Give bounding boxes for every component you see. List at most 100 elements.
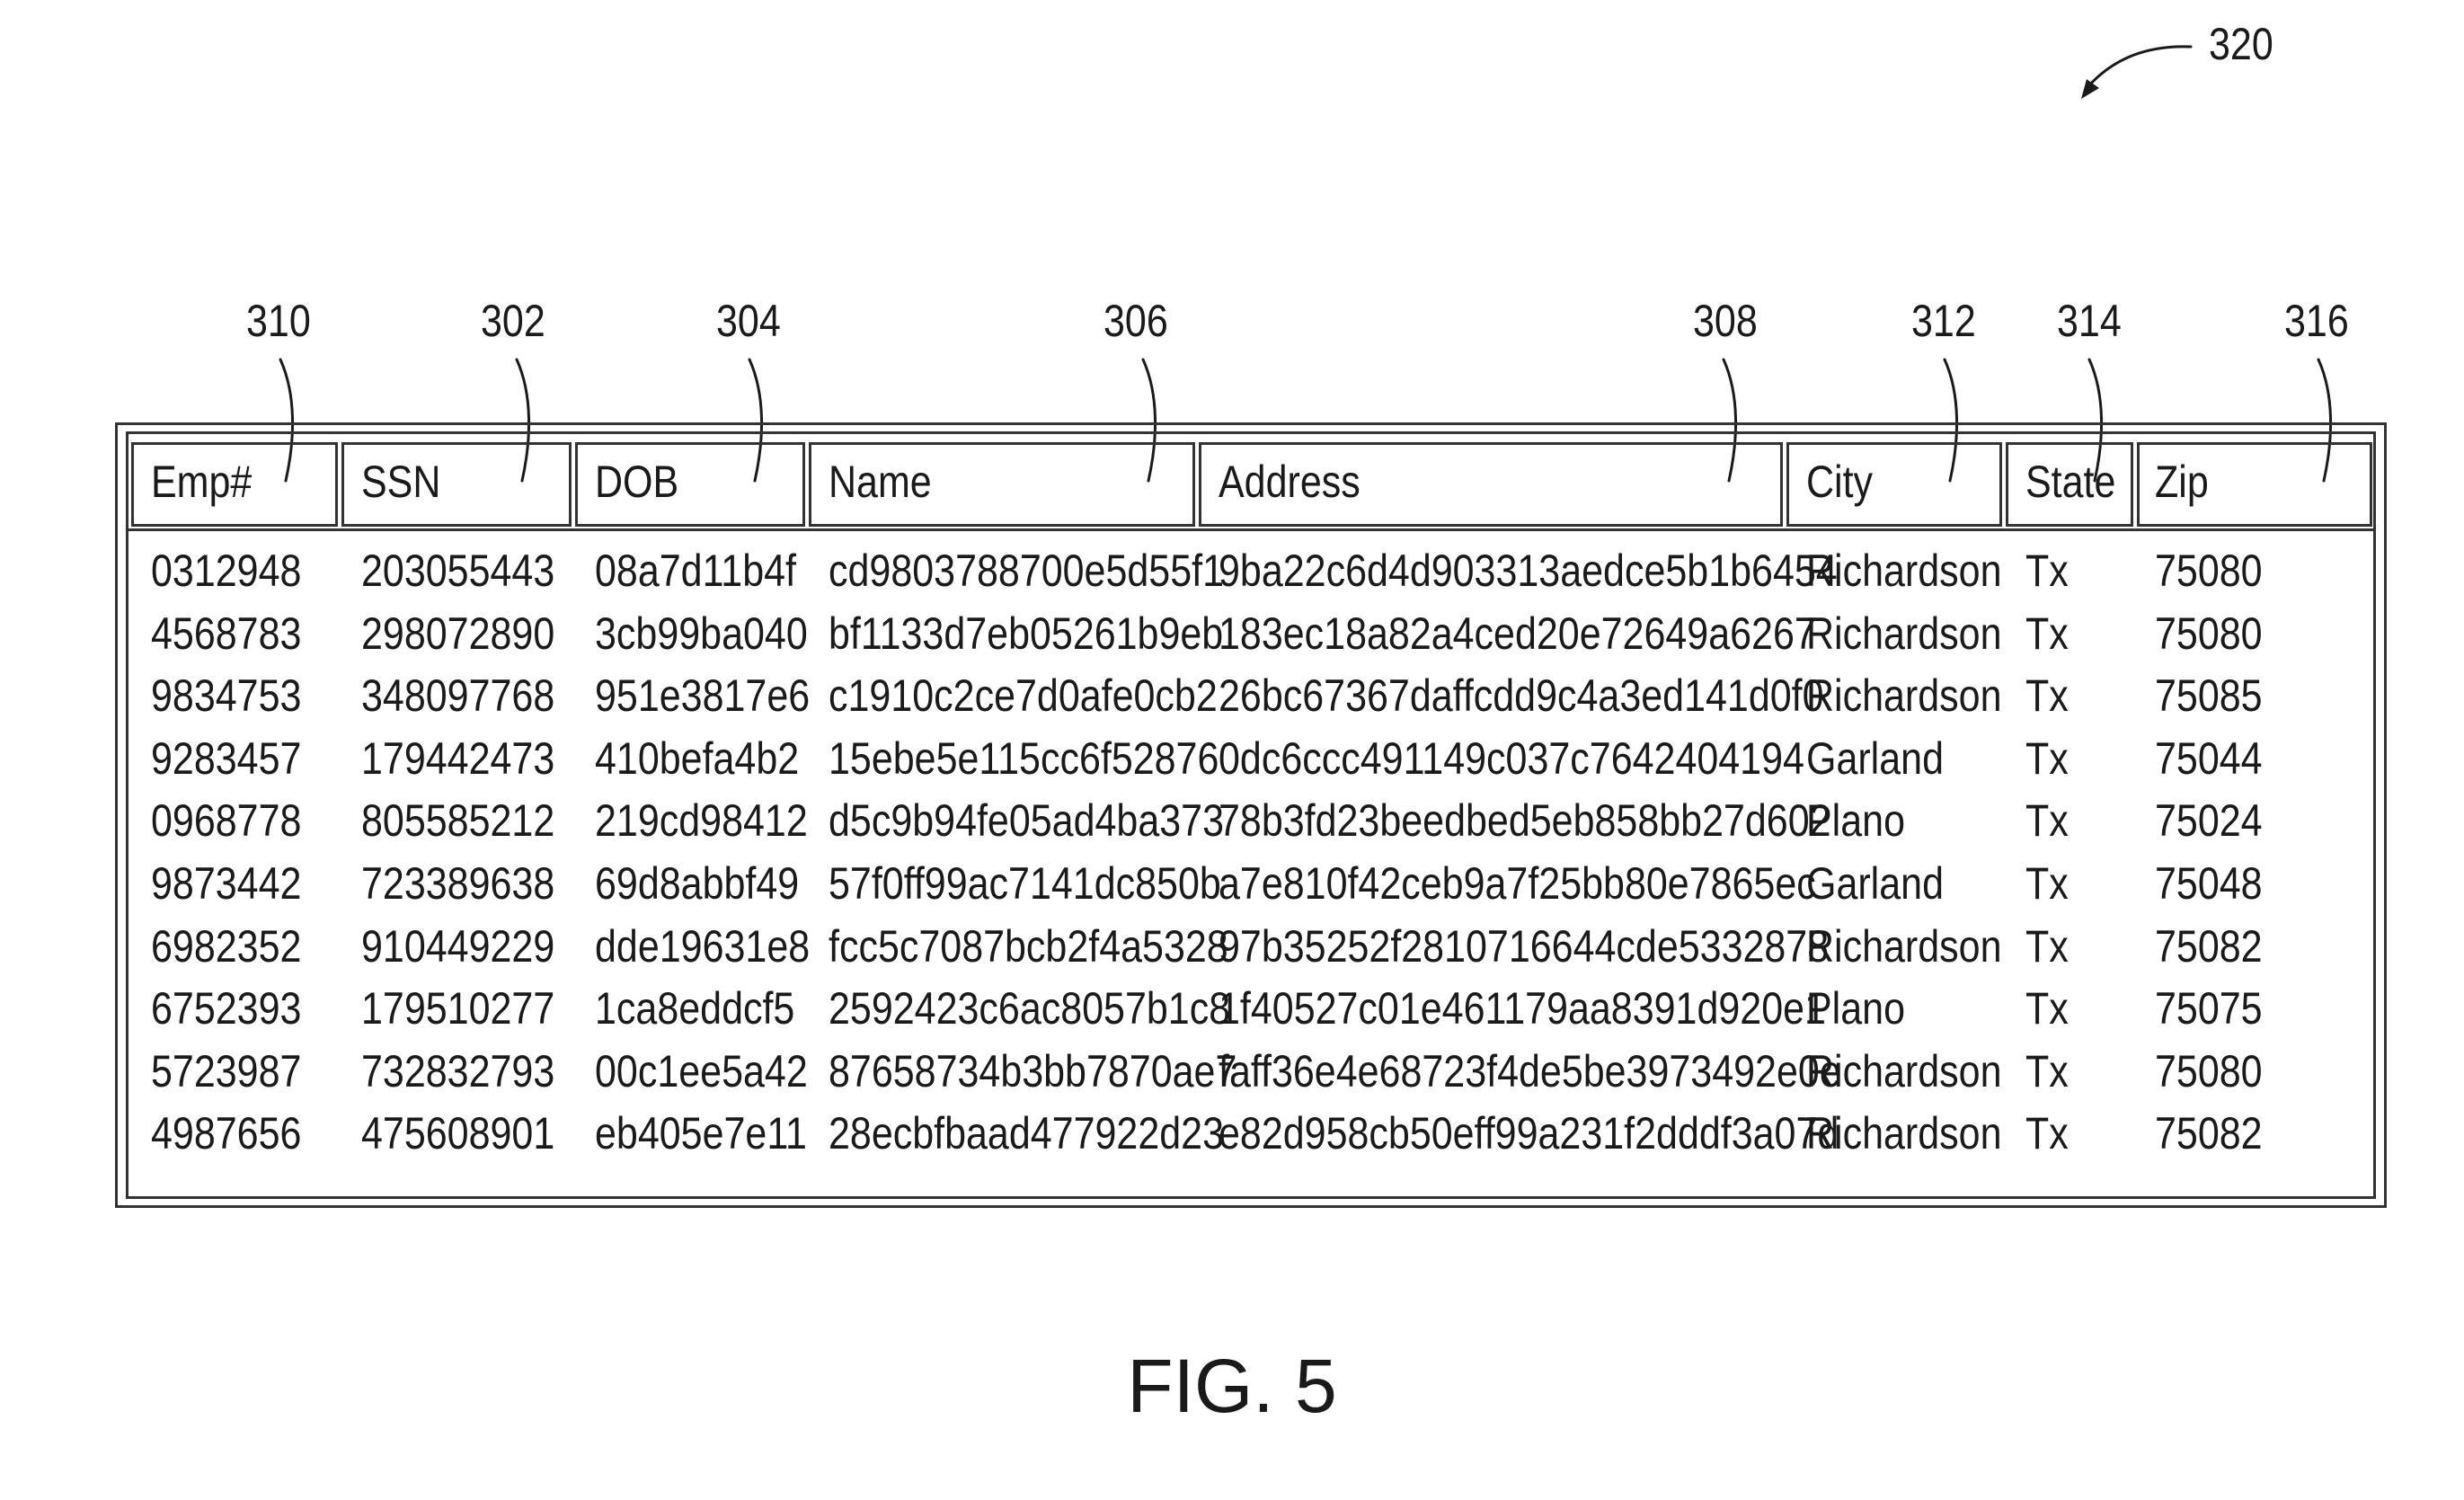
column-ref-306: 306: [1103, 298, 1168, 343]
column-ref-312: 312: [1911, 298, 1976, 343]
cell-emp: 6982352: [151, 924, 301, 969]
cell-dob: 69d8abbf49: [595, 861, 799, 906]
cell-ssn: 732832793: [361, 1049, 554, 1094]
header-zip: Zip: [2155, 459, 2209, 504]
cell-address: 1f40527c01e461179aa8391d920e1: [1219, 986, 1826, 1031]
column-ref-310: 310: [246, 298, 311, 343]
cell-address: 9ba22c6d4d903313aedce5b1b6454: [1219, 548, 1838, 593]
cell-ssn: 723389638: [361, 861, 554, 906]
cell-ssn: 179510277: [361, 986, 554, 1031]
cell-name: 2592423c6ac8057b1c8: [829, 986, 1230, 1031]
cell-zip: 75082: [2155, 1111, 2263, 1156]
cell-ssn: 910449229: [361, 924, 554, 969]
cell-address: 97b35252f2810716644cde5332878: [1219, 924, 1829, 969]
cell-state: Tx: [2025, 1111, 2069, 1156]
cell-state: Tx: [2025, 1049, 2069, 1094]
cell-city: Richardson: [1806, 673, 2001, 718]
column-ref-308: 308: [1693, 298, 1758, 343]
cell-zip: 75024: [2155, 798, 2263, 843]
header-body-divider: [126, 528, 2376, 531]
cell-name: 87658734b3bb7870ae7: [829, 1049, 1236, 1094]
cell-emp: 9834753: [151, 673, 301, 718]
cell-name: 15ebe5e115cc6f52876: [829, 736, 1219, 781]
cell-city: Garland: [1806, 861, 1944, 906]
figure-ref-arrow: [2088, 47, 2191, 86]
column-ref-302: 302: [481, 298, 545, 343]
cell-emp: 9283457: [151, 736, 301, 781]
cell-city: Richardson: [1806, 924, 2001, 969]
cell-ssn: 475608901: [361, 1111, 554, 1156]
cell-name: 57f0ff99ac7141dc850b: [829, 861, 1221, 906]
cell-zip: 75085: [2155, 673, 2263, 718]
column-ref-316: 316: [2284, 298, 2349, 343]
cell-state: Tx: [2025, 861, 2069, 906]
cell-zip: 75075: [2155, 986, 2263, 1031]
cell-name: cd9803788700e5d55f1: [829, 548, 1224, 593]
figure-ref-number: 320: [2209, 22, 2273, 67]
cell-emp: 9873442: [151, 861, 301, 906]
cell-name: d5c9b94fe05ad4ba373: [829, 798, 1224, 843]
cell-dob: 410befa4b2: [595, 736, 799, 781]
cell-state: Tx: [2025, 924, 2069, 969]
cell-state: Tx: [2025, 673, 2069, 718]
figure-caption: FIG. 5: [0, 1348, 2464, 1424]
cell-address: e82d958cb50eff99a231f2dddf3a07d: [1219, 1111, 1839, 1156]
cell-emp: 5723987: [151, 1049, 301, 1094]
cell-state: Tx: [2025, 548, 2069, 593]
header-emp: Emp#: [151, 459, 252, 504]
cell-emp: 0312948: [151, 548, 301, 593]
column-ref-304: 304: [716, 298, 781, 343]
header-state: State: [2025, 459, 2115, 504]
cell-emp: 4568783: [151, 611, 301, 656]
cell-city: Plano: [1806, 986, 1905, 1031]
cell-zip: 75080: [2155, 611, 2263, 656]
cell-name: c1910c2ce7d0afe0cb2: [829, 673, 1218, 718]
header-ssn: SSN: [361, 459, 440, 504]
cell-dob: eb405e7e11: [595, 1111, 807, 1156]
cell-dob: 1ca8eddcf5: [595, 986, 794, 1031]
cell-name: bf1133d7eb05261b9eb: [829, 611, 1223, 656]
cell-state: Tx: [2025, 611, 2069, 656]
cell-name: 28ecbfbaad477922d23: [829, 1111, 1224, 1156]
cell-city: Garland: [1806, 736, 1944, 781]
cell-emp: 6752393: [151, 986, 301, 1031]
cell-state: Tx: [2025, 736, 2069, 781]
cell-zip: 75044: [2155, 736, 2263, 781]
cell-city: Richardson: [1806, 1049, 2001, 1094]
cell-zip: 75080: [2155, 1049, 2263, 1094]
cell-address: 26bc67367daffcdd9c4a3ed141d0f0: [1219, 673, 1824, 718]
cell-ssn: 805585212: [361, 798, 554, 843]
cell-state: Tx: [2025, 986, 2069, 1031]
header-city: City: [1806, 459, 1873, 504]
cell-dob: 219cd98412: [595, 798, 808, 843]
header-dob: DOB: [595, 459, 678, 504]
cell-ssn: 179442473: [361, 736, 554, 781]
cell-ssn: 203055443: [361, 548, 554, 593]
cell-emp: 0968778: [151, 798, 301, 843]
column-ref-314: 314: [2057, 298, 2122, 343]
cell-emp: 4987656: [151, 1111, 301, 1156]
cell-city: Richardson: [1806, 611, 2001, 656]
cell-dob: dde19631e8: [595, 924, 810, 969]
cell-city: Richardson: [1806, 1111, 2001, 1156]
cell-address: faff36e4e68723f4de5be3973492e0e: [1219, 1049, 1841, 1094]
cell-dob: 08a7d11b4f: [595, 548, 796, 593]
cell-dob: 00c1ee5a42: [595, 1049, 808, 1094]
cell-zip: 75048: [2155, 861, 2263, 906]
cell-ssn: 298072890: [361, 611, 554, 656]
cell-address: 0dc6ccc491149c037c7642404194: [1219, 736, 1804, 781]
cell-zip: 75080: [2155, 548, 2263, 593]
figure-ref-arrowhead: [2081, 79, 2099, 99]
cell-state: Tx: [2025, 798, 2069, 843]
cell-zip: 75082: [2155, 924, 2263, 969]
cell-city: Plano: [1806, 798, 1905, 843]
header-name: Name: [829, 459, 932, 504]
cell-address: a7e810f42ceb9a7f25bb80e7865ec: [1219, 861, 1816, 906]
cell-dob: 951e3817e6: [595, 673, 810, 718]
cell-address: 183ec18a82a4ced20e72649a6267: [1219, 611, 1816, 656]
header-address: Address: [1219, 459, 1361, 504]
cell-city: Richardson: [1806, 548, 2001, 593]
cell-dob: 3cb99ba040: [595, 611, 808, 656]
cell-ssn: 348097768: [361, 673, 554, 718]
cell-name: fcc5c7087bcb2f4a5328: [829, 924, 1228, 969]
